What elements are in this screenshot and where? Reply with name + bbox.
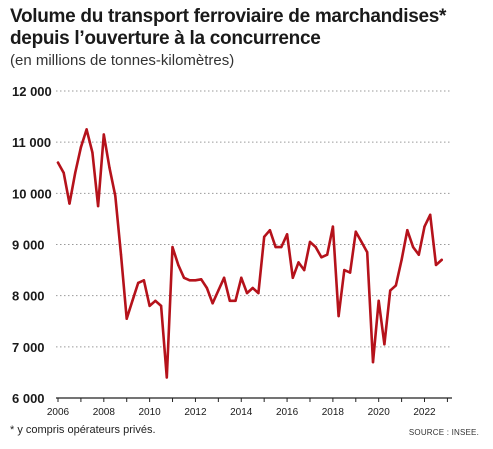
y-tick-label: 12 000	[12, 84, 52, 99]
data-point	[73, 171, 77, 175]
data-point	[165, 376, 169, 379]
data-point	[56, 161, 60, 164]
data-point	[371, 360, 375, 364]
x-tick-label: 2022	[413, 407, 436, 418]
data-point	[417, 253, 420, 256]
x-tick-label: 2016	[276, 407, 299, 418]
data-point	[102, 133, 106, 136]
data-point	[388, 289, 392, 292]
data-point	[394, 284, 398, 287]
data-point	[222, 276, 226, 279]
data-point	[194, 279, 197, 282]
source-credit: SOURCE : INSEE.	[408, 428, 479, 437]
data-point	[274, 245, 277, 249]
data-point	[154, 299, 157, 302]
x-tick-label: 2010	[139, 407, 162, 418]
data-point	[320, 256, 323, 259]
grid-layer	[56, 90, 452, 348]
chart-title-line-1: Volume du transport ferroviaire de march…	[10, 6, 447, 27]
data-point	[91, 151, 94, 154]
y-tick-label: 9 000	[12, 238, 45, 253]
data-point	[217, 289, 220, 292]
chart-title: Volume du transport ferroviaire de march…	[10, 6, 490, 50]
footnote: * y compris opérateurs privés.	[10, 424, 156, 436]
data-point	[114, 194, 117, 198]
data-point	[148, 304, 151, 308]
y-tick-label: 6 000	[12, 391, 45, 406]
data-point	[406, 228, 409, 232]
x-tick-label: 2018	[322, 407, 345, 418]
y-axis-tick-labels: 6 000 7 000 8 000 9 000 10 000 11 000 12 000	[12, 84, 52, 406]
data-point	[251, 286, 254, 290]
data-point	[240, 276, 243, 279]
data-point	[136, 281, 140, 285]
data-point	[177, 263, 180, 267]
data-point	[354, 230, 357, 233]
data-point	[366, 250, 369, 254]
data-point	[205, 286, 209, 290]
data-point	[262, 235, 266, 239]
data-point	[257, 291, 260, 295]
data-point	[314, 245, 317, 249]
data-point	[182, 276, 186, 279]
data-point	[85, 128, 88, 131]
data-point	[228, 299, 232, 302]
data-point	[234, 299, 237, 302]
chart-title-line-2: depuis l’ouverture à la concurrence	[10, 28, 321, 49]
data-point	[400, 258, 403, 262]
data-point	[291, 276, 294, 279]
series-layer	[56, 128, 444, 379]
x-tick-label: 2008	[93, 407, 116, 418]
series-line	[56, 128, 444, 379]
data-point	[131, 299, 134, 302]
data-point	[211, 302, 214, 305]
data-point	[411, 245, 415, 249]
data-point	[79, 146, 83, 149]
chart-subtitle: (en millions de tonnes-kilomètres)	[10, 52, 235, 69]
data-point	[280, 245, 283, 249]
data-point	[171, 245, 174, 249]
data-point	[297, 261, 300, 264]
data-point	[337, 314, 340, 318]
x-tick-label: 2006	[47, 407, 70, 418]
data-point	[199, 278, 203, 281]
y-tick-label: 8 000	[12, 289, 45, 304]
data-point	[434, 263, 438, 267]
x-tick-label: 2014	[230, 407, 253, 418]
y-tick-label: 7 000	[12, 340, 45, 355]
data-point	[96, 204, 100, 208]
data-point	[119, 253, 123, 256]
data-point	[360, 240, 363, 244]
data-point	[268, 228, 272, 232]
data-point	[331, 225, 335, 228]
data-point	[348, 271, 352, 274]
data-point	[383, 343, 386, 346]
data-point	[68, 202, 71, 205]
data-point	[429, 213, 432, 217]
data-point	[125, 317, 128, 320]
x-tick-label: 2012	[184, 407, 207, 418]
data-point	[62, 171, 65, 175]
data-point	[303, 268, 306, 272]
data-point	[423, 225, 426, 228]
data-point	[308, 240, 312, 244]
x-axis: 2006 2008 2010 2012 2014 2016 2018 2020 2022	[47, 397, 452, 418]
data-point	[440, 258, 443, 262]
data-point	[188, 279, 191, 282]
x-tick-label: 2020	[368, 407, 391, 418]
data-point	[245, 291, 249, 295]
data-point	[377, 299, 380, 302]
data-point	[142, 279, 146, 282]
data-point	[343, 268, 346, 272]
data-point	[108, 166, 111, 169]
y-tick-label: 11 000	[12, 135, 51, 150]
data-point	[159, 304, 163, 308]
y-tick-label: 10 000	[12, 186, 52, 201]
data-point	[325, 253, 329, 256]
data-point	[285, 233, 289, 236]
